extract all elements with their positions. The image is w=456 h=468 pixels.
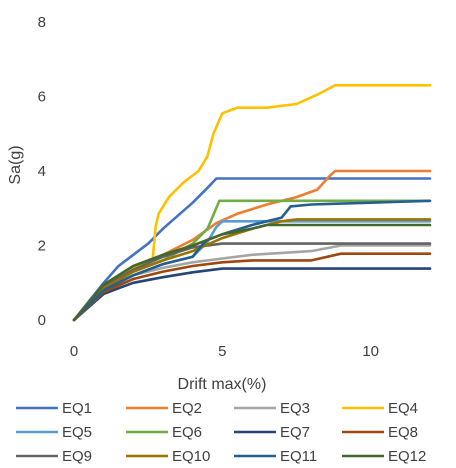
legend-label: EQ8 bbox=[388, 424, 418, 441]
y-tick-label: 8 bbox=[38, 14, 46, 31]
legend-label: EQ3 bbox=[280, 400, 310, 417]
legend-item-eq6: EQ6 bbox=[126, 424, 202, 441]
legend-item-eq10: EQ10 bbox=[126, 448, 210, 465]
series-line-eq12 bbox=[72, 223, 432, 322]
legend-item-eq12: EQ12 bbox=[342, 448, 426, 465]
x-axis-label: Drift max(%) bbox=[178, 376, 267, 393]
legend-item-eq8: EQ8 bbox=[342, 424, 418, 441]
series-line-eq8 bbox=[72, 252, 432, 322]
x-tick-label: 5 bbox=[218, 343, 226, 360]
legend-label: EQ5 bbox=[62, 424, 92, 441]
y-tick-label: 2 bbox=[38, 238, 46, 255]
legend-label: EQ6 bbox=[172, 424, 202, 441]
legend-label: EQ11 bbox=[280, 448, 317, 465]
legend-item-eq1: EQ1 bbox=[16, 400, 92, 417]
x-ticks: 0 5 10 bbox=[70, 343, 379, 360]
legend-label: EQ4 bbox=[388, 400, 418, 417]
series-lines bbox=[72, 84, 432, 322]
legend-label: EQ10 bbox=[172, 448, 210, 465]
series-line-eq10 bbox=[72, 218, 432, 322]
legend: EQ1 EQ2 EQ3 EQ4 EQ5 EQ6 EQ7 EQ8 EQ9 EQ10 EQ11 EQ12 bbox=[16, 400, 426, 465]
y-axis-label: Sa(g) bbox=[7, 145, 24, 184]
x-tick-label: 10 bbox=[362, 343, 379, 360]
legend-label: EQ7 bbox=[280, 424, 310, 441]
y-tick-label: 4 bbox=[38, 163, 46, 180]
legend-label: EQ12 bbox=[388, 448, 426, 465]
legend-item-eq11: EQ11 bbox=[234, 448, 317, 465]
y-ticks: 0 2 4 6 8 bbox=[38, 14, 46, 329]
legend-item-eq2: EQ2 bbox=[126, 400, 202, 417]
legend-item-eq7: EQ7 bbox=[234, 424, 310, 441]
x-tick-label: 0 bbox=[70, 343, 78, 360]
y-tick-label: 0 bbox=[38, 312, 46, 329]
legend-label: EQ1 bbox=[62, 400, 92, 417]
legend-label: EQ9 bbox=[62, 448, 92, 465]
series-line-eq7 bbox=[72, 267, 432, 322]
legend-item-eq9: EQ9 bbox=[16, 448, 92, 465]
y-tick-label: 6 bbox=[38, 89, 46, 106]
legend-item-eq5: EQ5 bbox=[16, 424, 92, 441]
axes: Sa(g) Drift max(%) bbox=[7, 145, 266, 393]
legend-item-eq3: EQ3 bbox=[234, 400, 310, 417]
legend-item-eq4: EQ4 bbox=[342, 400, 418, 417]
legend-label: EQ2 bbox=[172, 400, 202, 417]
